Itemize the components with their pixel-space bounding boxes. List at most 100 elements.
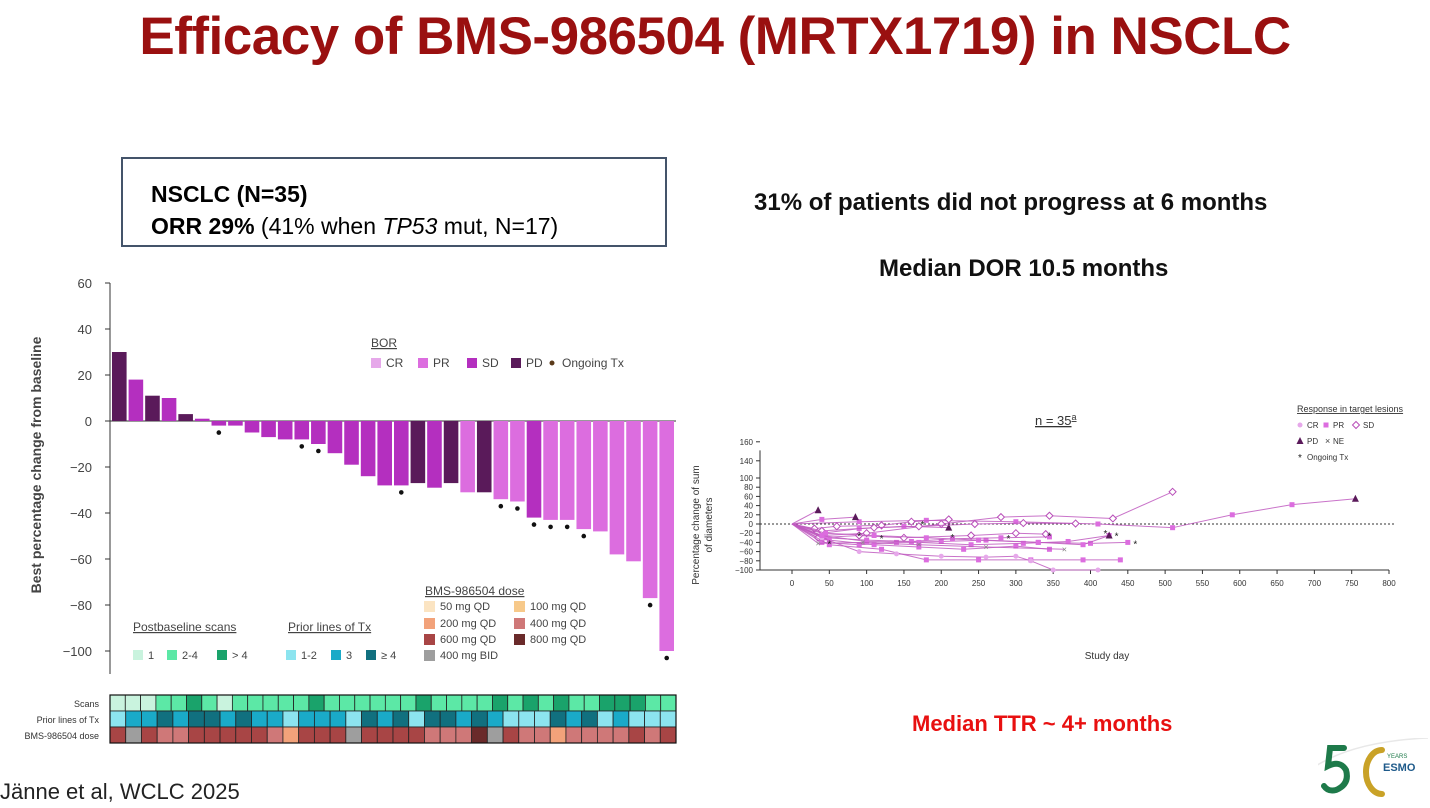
waterfall-bars	[112, 352, 674, 651]
heatmap-cell	[596, 726, 614, 744]
heatmap-cell	[408, 726, 425, 744]
spider-ongoing-star: *	[880, 534, 884, 545]
prior-legend-swatch	[366, 650, 376, 660]
heatmap-cell	[439, 726, 457, 744]
spider-plot: n = 35a Percentage change of sum of diam…	[691, 404, 1404, 662]
dose-legend-label: 400 mg BID	[440, 650, 498, 662]
esmo-logo: YEARS ESMO	[1318, 738, 1428, 797]
spider-title: n = 35a	[1035, 412, 1077, 428]
scans-legend-title: Postbaseline scans	[133, 620, 236, 634]
heatmap-cell	[599, 694, 616, 712]
bor-legend: BOR CR PR SD PD Ongoing Tx	[371, 336, 624, 370]
orr-gene: TP53	[382, 213, 438, 239]
waterfall-ongoing-dot	[664, 655, 670, 661]
waterfall-bar-pr	[493, 421, 509, 500]
orr-detail-b: mut, N=17)	[437, 213, 559, 239]
heatmap-cell	[298, 710, 315, 728]
spider-marker-pr	[823, 530, 829, 536]
waterfall-bar-sd	[344, 421, 359, 465]
orr-detail-a: (41% when	[254, 213, 383, 239]
spider-series-line	[791, 523, 1098, 571]
heatmap-cell	[219, 710, 237, 728]
spider-ongoing-star: *	[1048, 532, 1052, 543]
heatmap-cell	[361, 710, 378, 728]
spider-x-tick-label: 100	[860, 579, 874, 588]
waterfall-bar-sd	[277, 421, 293, 440]
waterfall-heatmap: Scans Prior lines of Tx BMS-986504 dose	[24, 694, 677, 744]
waterfall-bar-sd	[228, 421, 243, 426]
waterfall-bar-sd	[327, 421, 343, 454]
spider-series-line	[791, 523, 1065, 550]
spider-ongoing-star: *	[1006, 534, 1010, 545]
waterfall-y-axis-label: Best percentage change from baseline	[28, 336, 44, 593]
prior-legend-swatch	[331, 650, 341, 660]
heatmap-cell	[581, 710, 598, 728]
waterfall-ongoing-dot	[299, 444, 305, 449]
spider-marker-pr	[916, 544, 922, 550]
heatmap-cell	[141, 726, 158, 744]
prior-legend: Prior lines of Tx 1-2 3 ≥ 4	[286, 620, 396, 662]
heatmap-cell	[251, 710, 268, 728]
spider-marker-ne: ×	[1062, 544, 1067, 554]
dose-legend-title: BMS-986504 dose	[425, 584, 525, 598]
waterfall-bar-pr	[510, 421, 525, 502]
heatmap-cell	[439, 710, 457, 728]
spider-marker-pr	[1013, 543, 1019, 549]
dose-legend-label: 100 mg QD	[530, 601, 586, 613]
heatmap-cell	[298, 726, 315, 744]
waterfall-bar-pr	[559, 421, 575, 520]
waterfall-bar-pr	[576, 421, 592, 530]
spider-legend: Response in target lesions CR PR SD PD × NE * O…	[1296, 404, 1404, 464]
scans-legend-items: 1 2-4 > 4	[133, 650, 248, 662]
heatmap-cell	[266, 726, 284, 744]
heatmap-cell	[549, 710, 567, 728]
heatmap-cell	[644, 710, 661, 728]
heatmap-cell	[323, 694, 340, 712]
heatmap-cell	[216, 694, 233, 712]
dose-legend-label: 600 mg QD	[440, 634, 496, 646]
heatmap-cell	[345, 710, 362, 728]
spider-marker-pr	[871, 542, 877, 548]
spider-x-tick-label: 650	[1270, 579, 1284, 588]
heatmap-cell	[476, 694, 493, 712]
scans-legend-swatch	[133, 650, 143, 660]
spider-x-tick-label: 700	[1308, 579, 1322, 588]
waterfall-bar-pr	[659, 421, 674, 651]
citation: Jänne et al, WCLC 2025	[0, 779, 240, 804]
spider-ongoing-star: *	[827, 539, 831, 550]
heatmap-cell	[614, 694, 631, 712]
spider-y-tick-label: 80	[744, 483, 753, 492]
spider-y-label-1: Percentage change of sum	[691, 465, 702, 585]
spider-marker-pr	[856, 542, 862, 548]
spider-marker-sd	[944, 515, 953, 524]
spider-marker-pr	[923, 535, 929, 541]
waterfall-bar-sd	[244, 421, 260, 433]
heatmap-cell	[156, 710, 174, 728]
spider-x-tick-label: 500	[1158, 579, 1172, 588]
bor-legend-swatch	[467, 358, 477, 368]
bor-legend-dot	[549, 360, 555, 366]
spider-legend-ne: ×	[1325, 436, 1330, 446]
heatmap-cell	[534, 710, 551, 728]
heatmap-cell	[186, 694, 203, 712]
prior-legend-label: 3	[346, 650, 352, 662]
spider-x-tick-label: 450	[1121, 579, 1135, 588]
heatmap-cell	[486, 726, 504, 744]
heatmap-cell	[247, 694, 264, 712]
heatmap-cell	[277, 694, 294, 712]
heatmap-cell	[553, 694, 570, 712]
waterfall-ongoing-dot	[498, 503, 504, 509]
spider-marker-sd	[832, 522, 841, 531]
spider-y-tick-label: 100	[740, 474, 754, 483]
spider-x-tick-label: 200	[935, 579, 949, 588]
scans-legend-label: 2-4	[182, 650, 198, 662]
spider-marker-sd	[1019, 518, 1028, 528]
spider-marker-pr	[879, 546, 885, 552]
prior-legend-swatch	[286, 650, 296, 660]
heatmap-cell	[400, 694, 417, 712]
waterfall-bar-pr	[460, 421, 475, 493]
dose-legend-label: 800 mg QD	[530, 634, 586, 646]
dose-legend-swatch	[424, 601, 435, 612]
waterfall-ongoing-dot	[564, 524, 570, 530]
heatmap-cell	[522, 694, 539, 712]
